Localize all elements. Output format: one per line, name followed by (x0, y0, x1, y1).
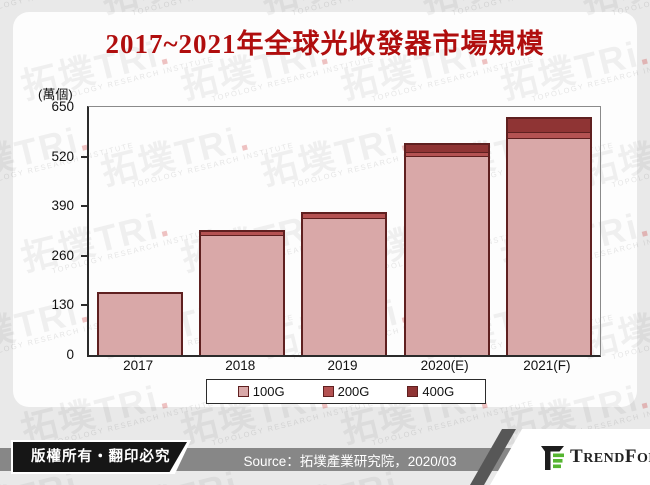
segment-200G-2020(E) (405, 151, 488, 156)
x-axis-labels: 2017 2018 2019 2020(E) 2021(F) (87, 358, 598, 373)
bar-2018 (199, 229, 286, 355)
trendforce-logo: TRENDFORCE (541, 444, 650, 470)
legend-item-100G: 100G (237, 384, 285, 399)
legend-label-400G: 400G (422, 384, 455, 399)
bar-2021(F) (505, 116, 592, 355)
bar-slot-2021(F) (498, 107, 600, 355)
legend-swatch-100G (237, 386, 249, 397)
segment-100G-2017 (99, 293, 182, 355)
legend-item-400G: 400G (407, 384, 454, 399)
segment-100G-2018 (201, 234, 284, 355)
plot-area (81, 106, 601, 357)
y-tick-mark (81, 304, 87, 307)
legend-label-200G: 200G (337, 384, 370, 399)
bar-2020(E) (403, 143, 490, 355)
segment-100G-2020(E) (405, 155, 488, 355)
x-tick-label-2018: 2018 (225, 358, 256, 373)
source-text: Source：拓墣產業研究院，2020/03 (243, 454, 457, 469)
trendforce-logo-icon (541, 446, 564, 470)
legend-box: 100G 200G 400G (206, 379, 486, 404)
page-title: 2017~2021年全球光收發器市場規模 (105, 29, 545, 59)
x-tick-label-2017: 2017 (123, 358, 154, 373)
legend-label-100G: 100G (252, 384, 285, 399)
y-tick-label-0: 0 (66, 347, 74, 362)
y-tick-mark (81, 254, 87, 257)
legend-swatch-400G (407, 386, 419, 397)
y-tick-mark (81, 205, 87, 208)
x-tick-label-2020(E): 2020(E) (420, 358, 469, 373)
x-tick-label-2019: 2019 (327, 358, 358, 373)
segment-400G-2021(F) (507, 118, 590, 133)
segment-200G-2018 (201, 231, 284, 235)
bar-2019 (301, 211, 388, 355)
trendforce-logo-text: TRENDFORCE (570, 446, 650, 467)
y-tick-label-260: 260 (51, 247, 74, 263)
segment-100G-2019 (303, 218, 386, 355)
y-tick-label-650: 650 (51, 99, 74, 114)
copyright-badge: 版權所有‧翻印必究 (13, 442, 187, 472)
segment-200G-2021(F) (507, 132, 590, 139)
bar-slot-2017 (89, 107, 191, 355)
segment-200G-2019 (303, 213, 386, 219)
bar-slot-2019 (293, 107, 395, 355)
y-tick-label-130: 130 (51, 297, 74, 313)
y-tick-label-390: 390 (51, 198, 74, 214)
y-axis-labels: 0 130 260 390 520 650 (25, 99, 80, 362)
segment-400G-2020(E) (405, 145, 488, 152)
bar-slot-2018 (191, 107, 293, 355)
legend-item-200G: 200G (322, 384, 370, 399)
y-tick-mark (81, 155, 87, 158)
y-axis-unit-label: (萬個) (38, 87, 73, 102)
segment-100G-2021(F) (507, 138, 590, 355)
legend-swatch-200G (322, 386, 334, 397)
logo-background (490, 429, 650, 485)
bar-2017 (97, 291, 184, 355)
y-tick-label-520: 520 (51, 148, 74, 164)
x-tick-label-2021(F): 2021(F) (523, 358, 571, 373)
bar-slot-2020(E) (396, 107, 498, 355)
